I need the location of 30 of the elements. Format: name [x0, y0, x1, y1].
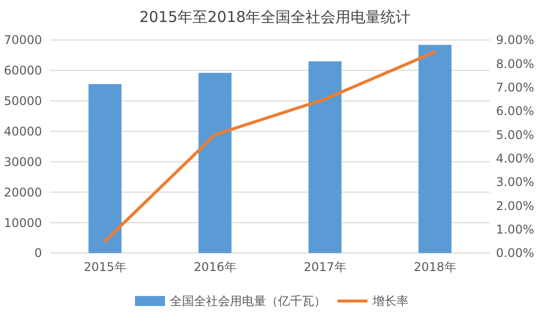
- y2-tick-label: 9.00%: [496, 33, 534, 48]
- bar: [418, 44, 452, 253]
- chart-title: 2015年至2018年全国全社会用电量统计: [139, 8, 411, 26]
- y2-tick-label: 7.00%: [496, 80, 534, 95]
- y-tick-label: 30000: [4, 154, 42, 169]
- y2-tick-label: 1.00%: [496, 222, 534, 237]
- legend-label: 增长率: [372, 294, 408, 308]
- y2-tick-label: 6.00%: [496, 104, 534, 118]
- legend-label: 全国全社会用电量（亿千瓦）: [170, 294, 326, 308]
- line-series: [104, 50, 436, 243]
- y2-tick-label: 0.00%: [496, 246, 534, 260]
- y2-tick-label: 8.00%: [496, 56, 534, 71]
- bar: [198, 72, 232, 253]
- x-tick-label: 2015年: [84, 260, 126, 274]
- y2-tick-label: 4.00%: [496, 152, 534, 166]
- y-tick-label: 10000: [4, 216, 42, 230]
- y-tick-label: 40000: [4, 124, 42, 138]
- y-tick-label: 60000: [4, 64, 42, 78]
- bar: [88, 84, 122, 253]
- y-tick-label: 0: [34, 246, 42, 260]
- y2-tick-label: 2.00%: [496, 198, 534, 213]
- y-tick-label: 20000: [4, 185, 42, 200]
- bar: [308, 61, 342, 253]
- y-tick-label: 70000: [4, 33, 42, 48]
- x-tick-label: 2018年: [414, 260, 456, 274]
- x-tick-label: 2016年: [194, 260, 236, 274]
- y2-tick-label: 5.00%: [496, 128, 534, 142]
- y-tick-label: 50000: [4, 94, 42, 108]
- y2-tick-label: 3.00%: [496, 175, 534, 190]
- x-tick-label: 2017年: [304, 260, 346, 274]
